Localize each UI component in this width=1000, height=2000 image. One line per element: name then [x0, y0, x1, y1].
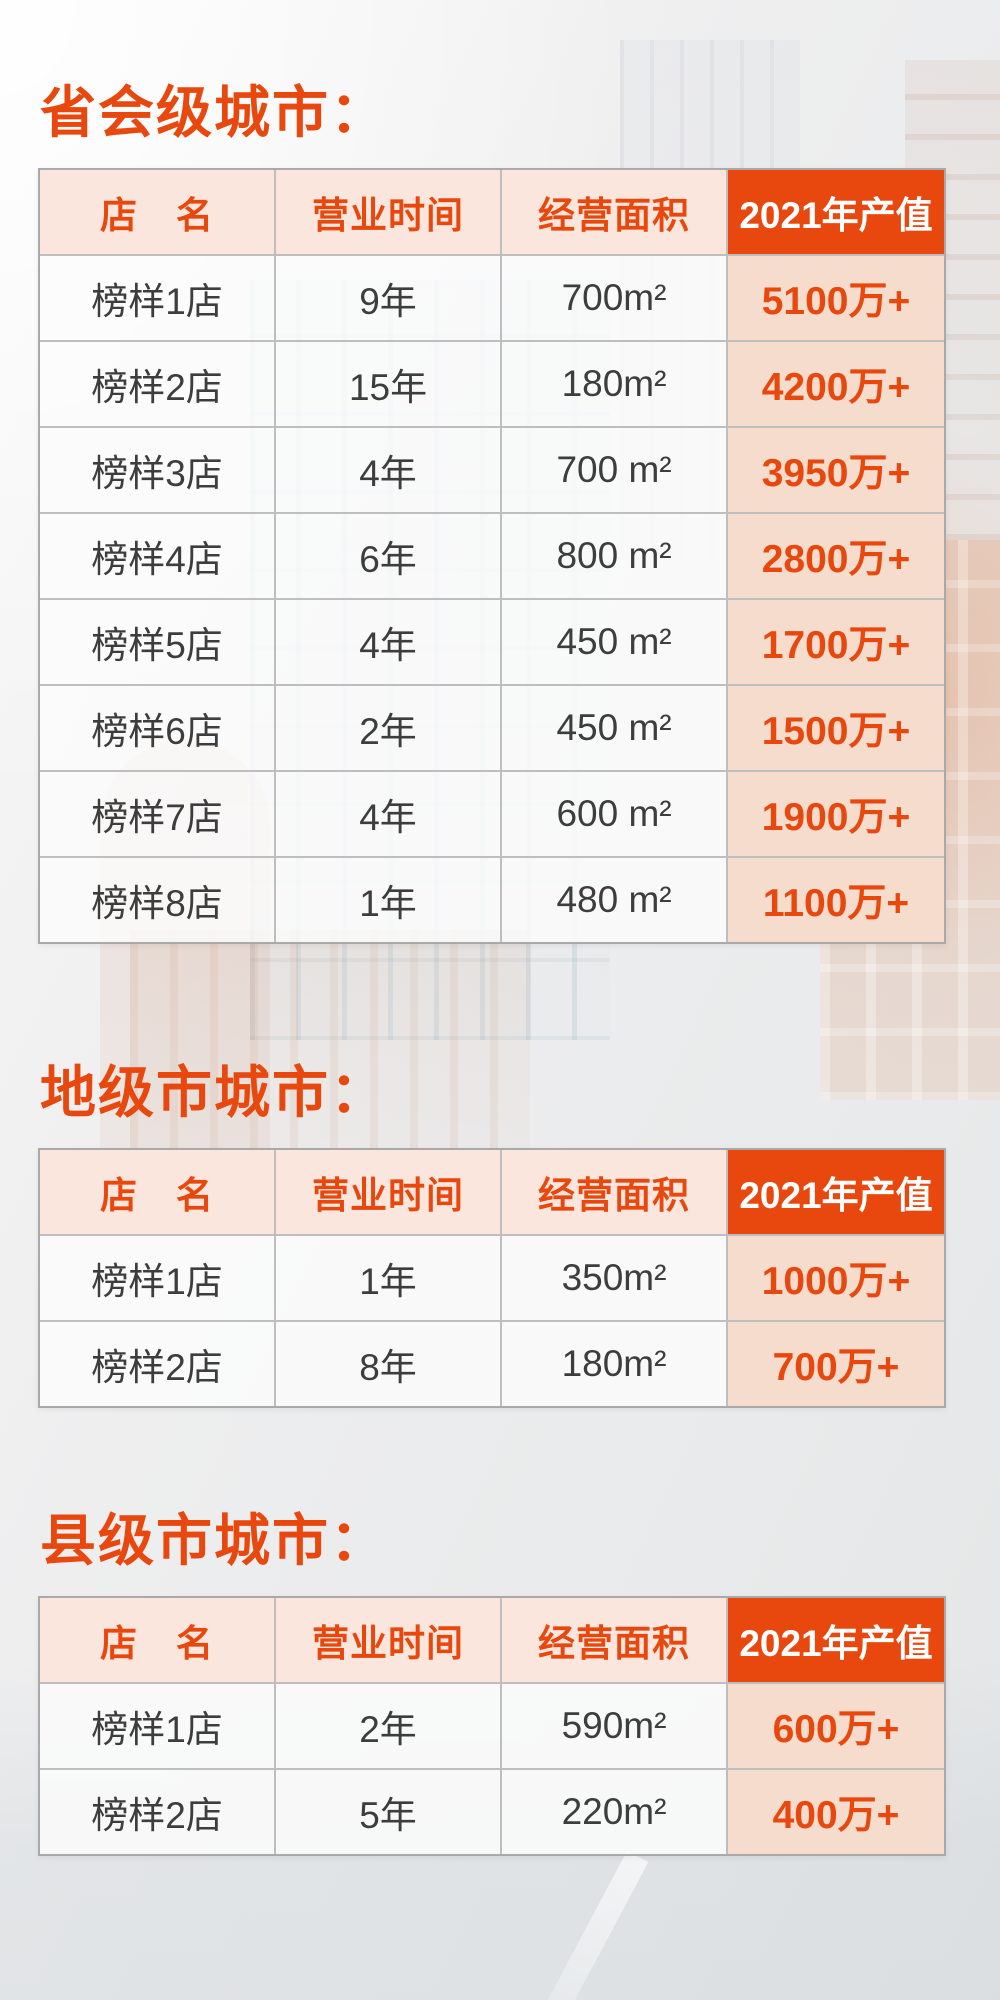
bg-building-shape — [130, 930, 530, 1170]
header-row: 店 名 营业时间 经营面积 2021年产值 — [40, 1598, 944, 1684]
store-name-cell: 榜样1店 — [40, 1234, 277, 1322]
table-body: 榜样1店 1年 350m² 1000万+ 榜样2店 8年 180m² 700万+ — [40, 1234, 944, 1406]
business-years-cell: 2年 — [274, 684, 503, 772]
area-cell: 700m² — [500, 254, 729, 342]
stores-table-wrapper: 店 名 营业时间 经营面积 2021年产值 榜样1店 1年 350m² 1000万+ 榜… — [38, 1148, 946, 1408]
area-cell: 350m² — [500, 1234, 729, 1322]
col-header-output-2021: 2021年产值 — [726, 1598, 944, 1684]
business-years-cell: 4年 — [274, 598, 503, 686]
table-row: 榜样2店 8年 180m² 700万+ — [40, 1320, 944, 1406]
area-cell: 590m² — [500, 1682, 729, 1770]
col-header-store-name: 店 名 — [40, 170, 277, 256]
table-header: 店 名 营业时间 经营面积 2021年产值 — [40, 1150, 944, 1236]
table-row: 榜样1店 2年 590m² 600万+ — [40, 1682, 944, 1770]
section-title: 地级市城市： — [40, 1061, 388, 1124]
area-cell: 800 m² — [500, 512, 729, 600]
section-title: 县级市城市： — [40, 1509, 388, 1572]
table-row: 榜样5店 4年 450 m² 1700万+ — [40, 598, 944, 686]
business-years-cell: 4年 — [274, 770, 503, 858]
business-years-cell: 15年 — [274, 340, 503, 428]
business-years-cell: 4年 — [274, 426, 503, 514]
stores-table-wrapper: 店 名 营业时间 经营面积 2021年产值 榜样1店 9年 700m² 5100万+ 榜… — [38, 168, 946, 944]
store-name-cell: 榜样1店 — [40, 254, 277, 342]
output-value-cell: 1500万+ — [726, 684, 944, 772]
area-cell: 450 m² — [500, 598, 729, 686]
col-header-store-name: 店 名 — [40, 1598, 277, 1684]
header-row: 店 名 营业时间 经营面积 2021年产值 — [40, 1150, 944, 1236]
business-years-cell: 1年 — [274, 1234, 503, 1322]
store-name-cell: 榜样2店 — [40, 1320, 277, 1406]
header-row: 店 名 营业时间 经营面积 2021年产值 — [40, 170, 944, 256]
stores-table-wrapper: 店 名 营业时间 经营面积 2021年产值 榜样1店 2年 590m² 600万+ 榜样… — [38, 1596, 946, 1856]
output-value-cell: 1900万+ — [726, 770, 944, 858]
store-name-cell: 榜样7店 — [40, 770, 277, 858]
area-cell: 700 m² — [500, 426, 729, 514]
stores-table: 店 名 营业时间 经营面积 2021年产值 榜样1店 9年 700m² 5100万+ 榜… — [40, 170, 944, 942]
section-county-level: 县级市城市： 店 名 营业时间 经营面积 2021年产值 榜样1店 2年 590m²… — [38, 1510, 946, 1856]
table-row: 榜样1店 1年 350m² 1000万+ — [40, 1234, 944, 1322]
table-row: 榜样6店 2年 450 m² 1500万+ — [40, 684, 944, 772]
store-name-cell: 榜样1店 — [40, 1682, 277, 1770]
output-value-cell: 4200万+ — [726, 340, 944, 428]
area-cell: 180m² — [500, 1320, 729, 1406]
col-header-area: 经营面积 — [500, 1150, 729, 1236]
col-header-area: 经营面积 — [500, 170, 729, 256]
area-cell: 180m² — [500, 340, 729, 428]
table-row: 榜样4店 6年 800 m² 2800万+ — [40, 512, 944, 600]
col-header-area: 经营面积 — [500, 1598, 729, 1684]
col-header-business-years: 营业时间 — [274, 1598, 503, 1684]
section-provincial-capital: 省会级城市： 店 名 营业时间 经营面积 2021年产值 榜样1店 9年 700m²… — [38, 82, 946, 944]
output-value-cell: 3950万+ — [726, 426, 944, 514]
business-years-cell: 2年 — [274, 1682, 503, 1770]
stores-table: 店 名 营业时间 经营面积 2021年产值 榜样1店 2年 590m² 600万+ 榜样… — [40, 1598, 944, 1854]
table-body: 榜样1店 2年 590m² 600万+ 榜样2店 5年 220m² 400万+ — [40, 1682, 944, 1854]
store-name-cell: 榜样4店 — [40, 512, 277, 600]
table-header: 店 名 营业时间 经营面积 2021年产值 — [40, 170, 944, 256]
col-header-business-years: 营业时间 — [274, 170, 503, 256]
store-name-cell: 榜样3店 — [40, 426, 277, 514]
store-name-cell: 榜样8店 — [40, 856, 277, 942]
col-header-output-2021: 2021年产值 — [726, 1150, 944, 1236]
table-row: 榜样8店 1年 480 m² 1100万+ — [40, 856, 944, 942]
output-value-cell: 400万+ — [726, 1768, 944, 1854]
store-name-cell: 榜样5店 — [40, 598, 277, 686]
table-body: 榜样1店 9年 700m² 5100万+ 榜样2店 15年 180m² 4200万+ 榜样3店 4… — [40, 254, 944, 942]
stores-table: 店 名 营业时间 经营面积 2021年产值 榜样1店 1年 350m² 1000万+ 榜… — [40, 1150, 944, 1406]
table-row: 榜样2店 5年 220m² 400万+ — [40, 1768, 944, 1854]
output-value-cell: 2800万+ — [726, 512, 944, 600]
col-header-output-2021: 2021年产值 — [726, 170, 944, 256]
output-value-cell: 600万+ — [726, 1682, 944, 1770]
store-name-cell: 榜样2店 — [40, 340, 277, 428]
area-cell: 220m² — [500, 1768, 729, 1854]
business-years-cell: 6年 — [274, 512, 503, 600]
col-header-business-years: 营业时间 — [274, 1150, 503, 1236]
table-row: 榜样1店 9年 700m² 5100万+ — [40, 254, 944, 342]
output-value-cell: 1100万+ — [726, 856, 944, 942]
section-prefecture-level: 地级市城市： 店 名 营业时间 经营面积 2021年产值 榜样1店 1年 350m²… — [38, 1062, 946, 1408]
section-title: 省会级城市： — [40, 81, 388, 144]
table-row: 榜样7店 4年 600 m² 1900万+ — [40, 770, 944, 858]
business-years-cell: 5年 — [274, 1768, 503, 1854]
business-years-cell: 8年 — [274, 1320, 503, 1406]
table-header: 店 名 营业时间 经营面积 2021年产值 — [40, 1598, 944, 1684]
table-row: 榜样3店 4年 700 m² 3950万+ — [40, 426, 944, 514]
store-name-cell: 榜样2店 — [40, 1768, 277, 1854]
area-cell: 480 m² — [500, 856, 729, 942]
output-value-cell: 5100万+ — [726, 254, 944, 342]
output-value-cell: 1700万+ — [726, 598, 944, 686]
col-header-store-name: 店 名 — [40, 1150, 277, 1236]
store-name-cell: 榜样6店 — [40, 684, 277, 772]
table-row: 榜样2店 15年 180m² 4200万+ — [40, 340, 944, 428]
business-years-cell: 1年 — [274, 856, 503, 942]
output-value-cell: 700万+ — [726, 1320, 944, 1406]
output-value-cell: 1000万+ — [726, 1234, 944, 1322]
area-cell: 600 m² — [500, 770, 729, 858]
business-years-cell: 9年 — [274, 254, 503, 342]
area-cell: 450 m² — [500, 684, 729, 772]
